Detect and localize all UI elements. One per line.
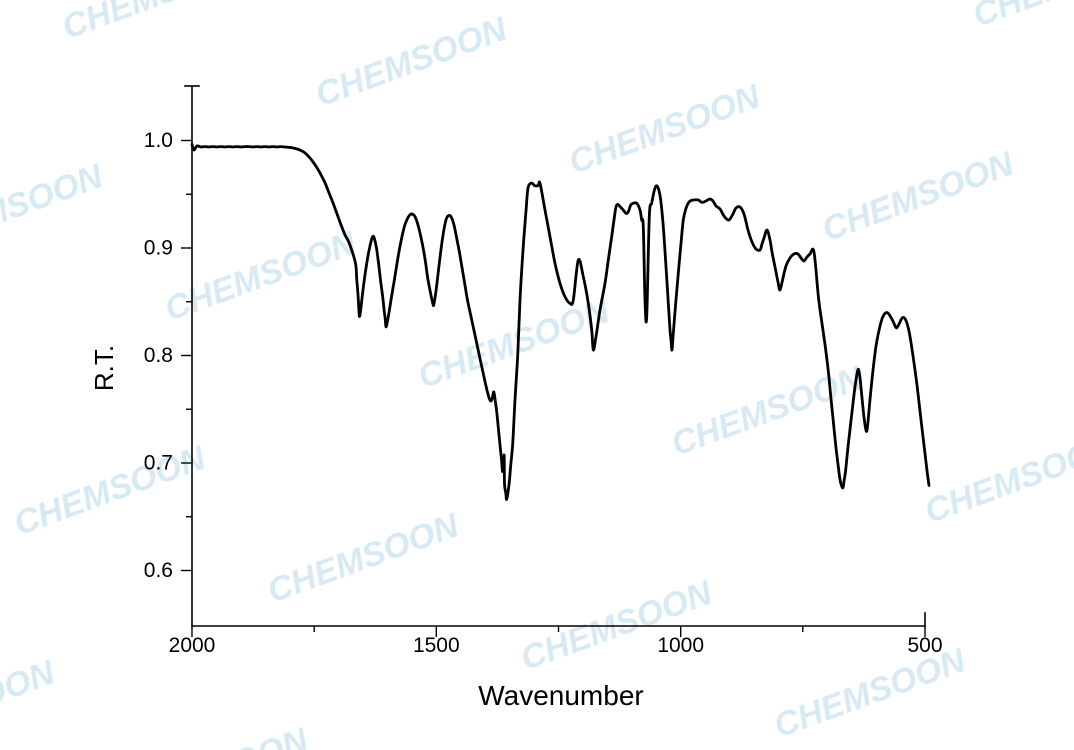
svg-text:1.0: 1.0 <box>144 129 173 152</box>
svg-text:0.7: 0.7 <box>144 452 173 475</box>
svg-text:2000: 2000 <box>169 634 216 657</box>
svg-text:0.9: 0.9 <box>144 237 173 260</box>
svg-text:1000: 1000 <box>657 634 704 657</box>
svg-text:0.8: 0.8 <box>144 344 173 367</box>
svg-text:R.T.: R.T. <box>89 345 119 391</box>
svg-text:0.6: 0.6 <box>144 559 173 582</box>
svg-text:500: 500 <box>907 634 942 657</box>
svg-text:Wavenumber: Wavenumber <box>478 680 643 711</box>
svg-text:1500: 1500 <box>413 634 460 657</box>
